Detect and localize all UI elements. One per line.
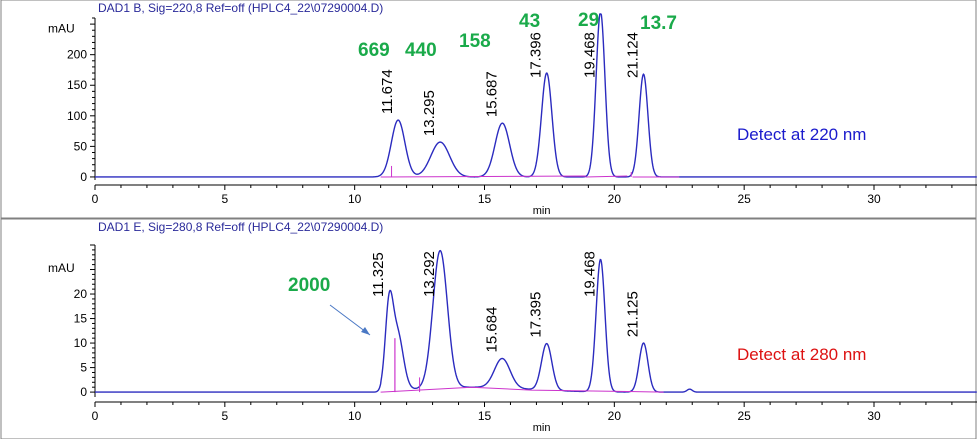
peak-rt-label: 15.684: [483, 307, 500, 353]
x-tick-label: 10: [348, 409, 362, 423]
panel-frame: [0, 0, 977, 219]
peak-rt-label: 17.395: [528, 292, 545, 338]
y-tick-label: 15: [74, 312, 88, 326]
panel-title: DAD1 E, Sig=280,8 Ref=off (HPLC4_22\0729…: [98, 220, 383, 234]
signal-trace: [95, 13, 977, 178]
peak-area-annotation: 158: [459, 31, 491, 52]
x-tick-label: 20: [608, 409, 622, 423]
y-tick-label: 50: [74, 139, 88, 153]
y-tick-label: 150: [67, 78, 87, 92]
y-tick-label: 5: [80, 361, 87, 375]
x-tick-label: 25: [737, 192, 751, 206]
integration-baseline: [380, 386, 664, 393]
y-tick-label: 0: [80, 385, 87, 399]
peak-rt-label: 15.687: [483, 71, 500, 117]
y-tick-label: 100: [67, 109, 87, 123]
peak-rt-label: 19.468: [582, 251, 599, 297]
x-tick-label: 25: [737, 409, 751, 423]
y-tick-label: 10: [74, 336, 88, 350]
peak-area-annotation: 2000: [288, 275, 330, 296]
x-tick-label: 20: [608, 192, 622, 206]
peak-rt-label: 11.325: [370, 252, 387, 297]
annotation-arrow-head: [361, 327, 370, 335]
peak-rt-label: 13.292: [421, 251, 438, 297]
chart-panel-1: DAD1 B, Sig=220,8 Ref=off (HPLC4_22\0729…: [0, 0, 977, 219]
x-tick-label: 30: [867, 192, 881, 206]
x-tick-label: 15: [478, 409, 492, 423]
x-tick-label: 0: [92, 192, 99, 206]
peak-rt-label: 19.468: [582, 32, 599, 78]
peak-rt-label: 13.295: [421, 90, 438, 136]
peak-area-annotation: 440: [405, 40, 437, 61]
signal-trace: [95, 249, 977, 393]
y-tick-label: 0: [80, 170, 87, 184]
x-tick-label: 5: [221, 192, 228, 206]
detect-wavelength-label: Detect at 280 nm: [737, 345, 866, 364]
x-tick-label: 0: [92, 409, 99, 423]
peak-area-annotation: 29: [578, 10, 599, 31]
detect-wavelength-label: Detect at 220 nm: [737, 125, 866, 144]
integration-baseline: [380, 175, 680, 178]
peak-area-annotation: 13.7: [640, 13, 677, 34]
chart-panel-2: DAD1 E, Sig=280,8 Ref=off (HPLC4_22\0729…: [0, 218, 977, 440]
y-axis-label: mAU: [48, 261, 75, 275]
x-tick-label: 10: [348, 192, 362, 206]
peak-rt-label: 21.124: [625, 32, 642, 78]
peak-area-annotation: 669: [358, 40, 390, 61]
peak-area-annotation: 43: [519, 11, 540, 32]
panel-title: DAD1 B, Sig=220,8 Ref=off (HPLC4_22\0729…: [98, 1, 383, 15]
peak-rt-label: 11.674: [379, 69, 396, 114]
y-tick-label: 20: [74, 287, 88, 301]
x-axis-label: min: [533, 422, 551, 434]
peak-rt-label: 17.396: [528, 32, 545, 78]
y-tick-label: 200: [67, 48, 87, 62]
y-axis-label: mAU: [48, 22, 75, 36]
x-tick-label: 5: [221, 409, 228, 423]
x-tick-label: 15: [478, 192, 492, 206]
x-tick-label: 30: [867, 409, 881, 423]
x-axis-label: min: [533, 205, 551, 217]
peak-rt-label: 21.125: [625, 291, 642, 337]
